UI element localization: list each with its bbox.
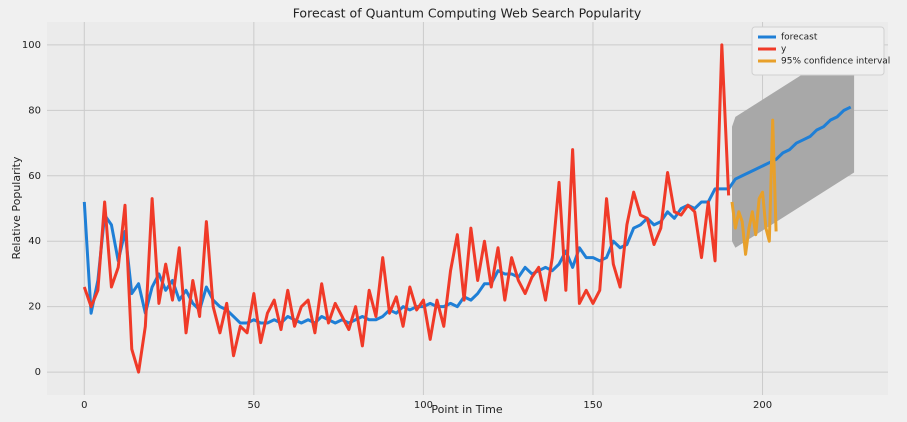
y-tick-label: 100 — [22, 40, 41, 51]
legend-box — [751, 26, 885, 76]
x-tick-label: 100 — [414, 400, 433, 411]
series-line — [82, 43, 731, 374]
legend-label: y — [781, 45, 787, 55]
y-tick-label: 80 — [28, 105, 41, 116]
x-tick-label: 0 — [81, 400, 87, 411]
legend-label: forecast — [781, 33, 818, 43]
y-tick-label: 0 — [35, 367, 41, 378]
x-tick-label: 50 — [247, 400, 260, 411]
legend-label: 95% confidence interval — [781, 57, 890, 67]
x-axis-label: Point in Time — [431, 403, 502, 416]
y-tick-label: 60 — [28, 171, 41, 182]
y-axis-label: Relative Popularity — [10, 156, 23, 259]
y-tick-label: 40 — [28, 236, 41, 247]
chart-title: Forecast of Quantum Computing Web Search… — [293, 6, 642, 21]
x-tick-label: 200 — [753, 400, 772, 411]
x-tick-label: 150 — [583, 400, 602, 411]
series-line — [730, 118, 778, 256]
y-tick-label: 20 — [28, 302, 41, 313]
